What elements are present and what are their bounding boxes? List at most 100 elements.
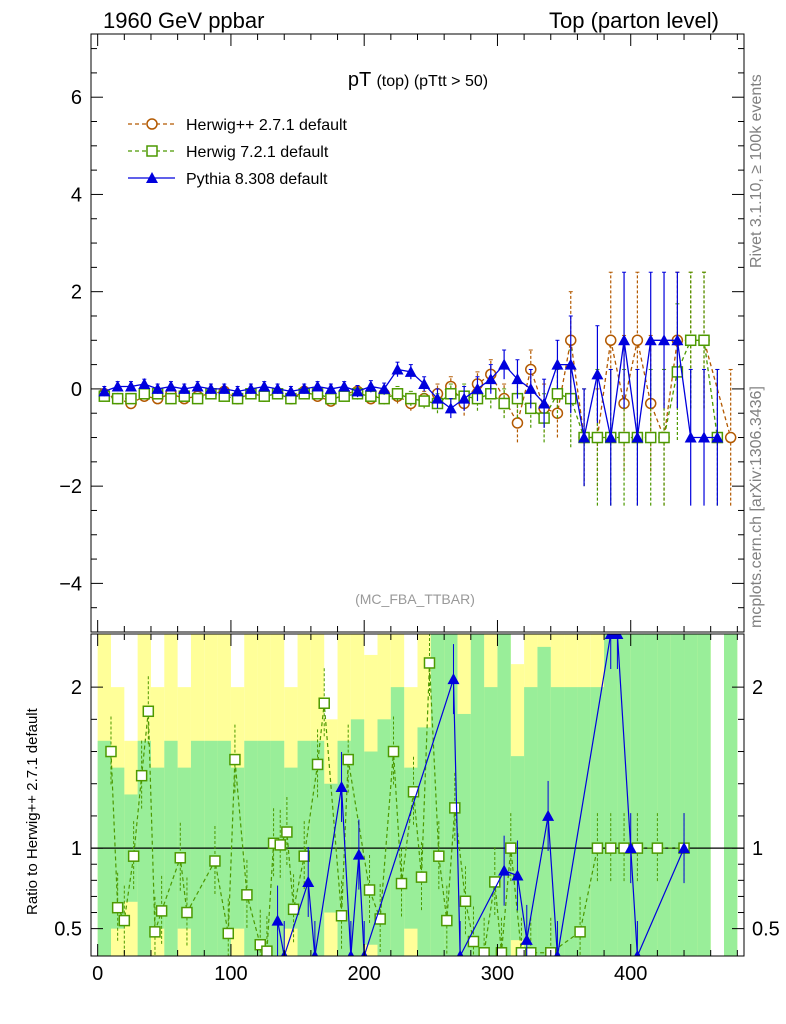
- ratio-point: [318, 697, 330, 709]
- data-point: [511, 373, 524, 385]
- xtick-label: 200: [348, 963, 381, 985]
- data-point: [191, 392, 204, 405]
- ratio-point: [181, 906, 193, 919]
- data-point: [418, 395, 430, 407]
- band-1sigma: [604, 634, 618, 956]
- data-point: [124, 380, 137, 392]
- band-1sigma: [524, 687, 538, 956]
- ratio-point: [611, 634, 624, 639]
- data-point: [604, 431, 617, 443]
- ratio-point: [229, 753, 241, 766]
- ratio-line: [276, 634, 685, 956]
- main-panel: −4 −2 0 2 4 6 pT (top) (pTtt > 50) (MC_FBA_TTBA…: [59, 33, 745, 633]
- ratio-panel: 0.5 0.5 1 1 2 2 0 100 200 300 400: [54, 633, 780, 985]
- main-ytick-label: 6: [71, 87, 82, 109]
- data-point: [644, 431, 657, 444]
- data-point: [604, 334, 617, 347]
- band-1sigma: [550, 687, 565, 956]
- data-point: [551, 388, 564, 400]
- data-point: [405, 392, 417, 405]
- ratio-point: [478, 947, 490, 956]
- legend-marker: [146, 172, 158, 183]
- ratio-point: [604, 842, 617, 854]
- data-point: [324, 382, 337, 394]
- data-point: [484, 373, 497, 385]
- ratio-point: [495, 947, 508, 956]
- data-point: [284, 385, 297, 397]
- ratio-point: [352, 848, 365, 860]
- ratio-point: [363, 884, 376, 896]
- ratio-series-triangle: [271, 634, 691, 956]
- xtick-label: 0: [92, 963, 103, 985]
- ratio-point: [127, 850, 140, 862]
- series-square: [98, 271, 724, 506]
- data-point: [591, 431, 604, 444]
- band-1sigma: [497, 634, 511, 956]
- legend-marker: [146, 145, 158, 157]
- band-1sigma: [537, 646, 551, 956]
- data-point: [698, 334, 710, 347]
- data-point: [658, 334, 671, 346]
- ratio-point: [423, 657, 436, 669]
- ratio-point: [678, 842, 691, 854]
- data-point: [178, 382, 191, 394]
- data-point: [98, 385, 111, 397]
- band-1sigma: [670, 634, 685, 956]
- header-left: 1960 GeV ppbar: [103, 8, 265, 33]
- band-1sigma: [577, 687, 591, 956]
- series-triangle: [98, 271, 724, 506]
- main-ytick-label: 4: [71, 184, 82, 206]
- data-point: [618, 334, 631, 346]
- legend-label: Herwig 7.2.1 default: [186, 144, 329, 161]
- data-point: [338, 380, 351, 392]
- data-point: [458, 392, 471, 404]
- plot-title: pT (top) (pTtt > 50): [348, 69, 488, 91]
- data-point: [551, 407, 564, 419]
- data-point: [165, 392, 177, 405]
- ratio-point: [335, 910, 348, 922]
- data-point: [618, 431, 630, 444]
- band-1sigma: [657, 634, 671, 956]
- ratio-content: [91, 634, 744, 956]
- ratio-point: [335, 780, 348, 792]
- ratio-point: [542, 809, 555, 821]
- data-point: [364, 380, 377, 392]
- ratio-point: [554, 950, 561, 956]
- ratio-point: [142, 705, 155, 718]
- band-1sigma: [590, 687, 605, 956]
- data-point: [698, 431, 711, 443]
- band-1sigma: [417, 727, 431, 956]
- band-1sigma: [564, 687, 578, 956]
- data-point: [551, 358, 564, 370]
- ratio-point: [634, 950, 641, 956]
- ratio-point: [281, 826, 293, 838]
- ratio-point: [111, 901, 124, 914]
- plot-title-sub: (top) (pTtt > 50): [376, 73, 488, 90]
- data-point: [538, 397, 551, 409]
- band-1sigma: [724, 634, 738, 956]
- data-point: [591, 368, 604, 380]
- data-point: [271, 382, 284, 394]
- xtick-label: 400: [614, 963, 647, 985]
- ratio-point: [520, 933, 533, 945]
- ratio-point: [342, 753, 354, 766]
- data-point: [378, 382, 391, 394]
- main-ytick-label: −4: [59, 573, 82, 595]
- data-point: [164, 380, 177, 392]
- data-point: [244, 382, 257, 394]
- ratio-point: [415, 871, 428, 883]
- watermark: (MC_FBA_TTBAR): [355, 591, 475, 607]
- ratio-point: [254, 938, 266, 951]
- data-point: [471, 382, 484, 394]
- ratio-point: [449, 802, 461, 814]
- ratio-ytick-label: 2: [71, 677, 82, 699]
- ratio-point: [489, 876, 501, 888]
- ratio-point: [287, 903, 300, 916]
- ratio-point: [498, 864, 511, 876]
- main-ytick-label: 2: [71, 282, 82, 304]
- ratio-point: [118, 914, 131, 927]
- data-point: [258, 380, 271, 392]
- data-point: [511, 417, 524, 429]
- ratio-point: [624, 842, 637, 854]
- ratio-ytick-label-right: 0.5: [752, 919, 780, 941]
